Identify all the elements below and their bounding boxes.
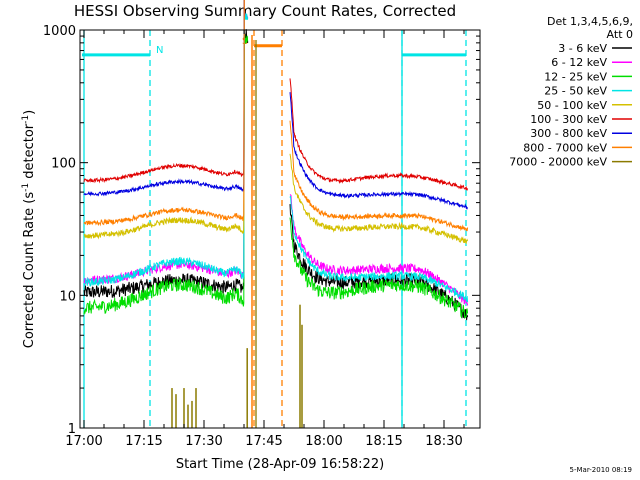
legend-entry-label: 50 - 100 keV	[537, 99, 607, 112]
series-2-line	[83, 10, 249, 285]
y-tick-label: 1	[68, 422, 76, 437]
series-8-trace	[83, 0, 469, 232]
series-9-trace	[171, 40, 303, 428]
series-4-trace	[83, 13, 469, 303]
series-4-line	[289, 195, 469, 303]
x-tick-label: 18:15	[365, 434, 402, 449]
series-2-line	[289, 194, 469, 306]
x-tick-label: 17:45	[245, 434, 282, 449]
series-5-line	[289, 153, 469, 245]
x-tick-label: 17:00	[65, 434, 102, 449]
y-axis-label-sup-2: -1	[21, 115, 31, 124]
orbit-marker-label: N	[156, 45, 163, 56]
y-axis-label-main: Corrected Count Rate (s	[22, 192, 37, 349]
footer-timestamp: 5-Mar-2010 08:19	[570, 466, 632, 474]
y-axis-label-end: )	[22, 110, 37, 115]
series-6-line	[83, 0, 245, 184]
series-1-line	[83, 29, 249, 298]
legend-entry-label: 800 - 7000 keV	[523, 141, 607, 154]
legend-entry-label: 25 - 50 keV	[544, 85, 607, 98]
y-tick-label: 10	[59, 289, 76, 304]
legend-header-line-1: Det 1,3,4,5,6,9,	[547, 15, 633, 28]
series-3-trace	[83, 34, 469, 319]
series-7-line	[289, 92, 469, 210]
y-tick-label: 100	[51, 157, 76, 172]
legend-entry-label: 12 - 25 keV	[544, 70, 607, 83]
legend-entry-label: 300 - 800 keV	[530, 127, 607, 140]
series-6-trace	[83, 0, 469, 191]
series-7-line	[83, 0, 245, 197]
series-5-trace	[83, 0, 469, 245]
series-3-line	[289, 217, 469, 319]
series-8-line	[83, 0, 245, 227]
plot-area: NS	[82, 0, 469, 428]
legend-header-line-2: Att 0	[607, 28, 633, 41]
x-tick-label: 18:00	[305, 434, 342, 449]
x-tick-label: 17:30	[185, 434, 222, 449]
series-3-line	[83, 34, 249, 315]
y-axis: 1 10 100 1000	[43, 24, 480, 437]
legend-entry-label: 6 - 12 keV	[551, 56, 607, 69]
x-tick-label: 18:30	[425, 434, 462, 449]
series-4-line	[83, 13, 249, 287]
x-axis-label: Start Time (28-Apr-09 16:58:22)	[176, 457, 384, 472]
y-axis-label-mid: detector	[22, 123, 37, 183]
legend-entry-label: 100 - 300 keV	[530, 113, 607, 126]
series-7-trace	[83, 0, 469, 210]
y-axis-label: Corrected Count Rate (s-1 detector-1)	[21, 110, 37, 348]
legend-entry-label: 7000 - 20000 keV	[509, 156, 607, 169]
x-axis: 17:00 17:15 17:30 17:45 18:00 18:15 18:30	[65, 30, 465, 449]
series-6-line	[289, 78, 469, 191]
series-1-trace	[83, 29, 469, 321]
series-8-line	[289, 120, 469, 232]
legend-entry-label: 3 - 6 keV	[558, 42, 607, 55]
series-5-line	[83, 0, 245, 240]
x-tick-label: 17:15	[125, 434, 162, 449]
series-1-line	[289, 204, 469, 321]
plot-frame	[79, 29, 481, 429]
y-axis-label-sup-1: -1	[21, 183, 31, 192]
chart-title: HESSI Observing Summary Count Rates, Cor…	[74, 2, 456, 20]
y-tick-label: 1000	[43, 24, 76, 39]
